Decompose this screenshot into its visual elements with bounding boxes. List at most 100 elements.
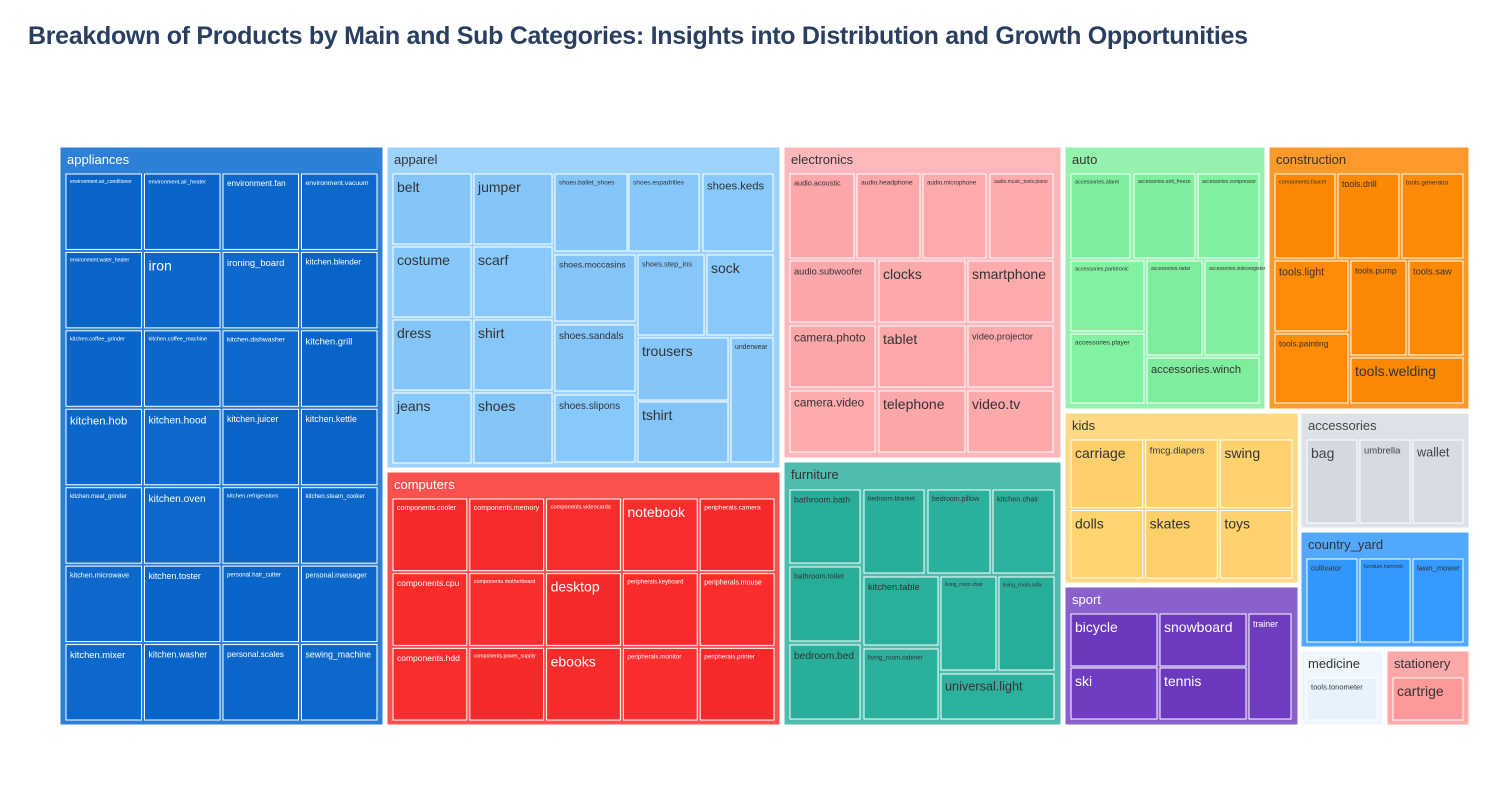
subcategory-tile[interactable]: accessories.parktronic [1070,260,1145,332]
subcategory-tile[interactable]: shoes.keds [702,173,774,252]
subcategory-rect[interactable] [637,401,729,463]
subcategory-tile[interactable]: ski [1070,667,1158,720]
subcategory-rect[interactable] [1359,439,1411,524]
subcategory-rect[interactable] [1070,613,1158,667]
subcategory-rect[interactable] [789,173,855,259]
subcategory-tile[interactable]: environment.air_conditioner [65,173,142,250]
subcategory-rect[interactable] [998,576,1055,671]
subcategory-tile[interactable]: components.memory [469,498,545,572]
category-furniture[interactable]: furniture bathroom.bath bedroom.blanket bed… [783,461,1062,726]
subcategory-tile[interactable]: umbrella [1359,439,1411,524]
subcategory-rect[interactable] [1337,173,1400,259]
subcategory-rect[interactable] [222,330,299,407]
subcategory-rect[interactable] [65,173,142,250]
subcategory-rect[interactable] [1248,613,1292,720]
subcategory-tile[interactable]: camera.photo [789,325,876,388]
subcategory-tile[interactable]: environment.vacuum [301,173,378,250]
subcategory-rect[interactable] [967,260,1054,323]
subcategory-tile[interactable]: accessories.videoregister [1204,260,1266,356]
subcategory-rect[interactable] [622,647,698,721]
subcategory-tile[interactable]: shoes.espadrilles [628,173,700,252]
subcategory-tile[interactable]: cultivator [1306,558,1358,643]
subcategory-tile[interactable]: accessories.winch [1146,357,1260,404]
subcategory-tile[interactable]: jumper [473,173,553,245]
subcategory-tile[interactable]: tennis [1159,667,1247,720]
subcategory-tile[interactable]: iron [144,251,221,329]
subcategory-rect[interactable] [144,408,221,486]
subcategory-tile[interactable]: tools.drill [1337,173,1400,259]
subcategory-tile[interactable]: components.faucet [1274,173,1336,259]
subcategory-rect[interactable] [546,498,621,572]
subcategory-tile[interactable]: kitchen.refrigerators [222,487,299,564]
subcategory-tile[interactable]: ironing_board [222,251,299,329]
subcategory-rect[interactable] [554,324,636,392]
category-electronics[interactable]: electronics audio.acoustic audio.headphone… [783,146,1062,459]
subcategory-rect[interactable] [922,173,987,259]
subcategory-rect[interactable] [940,576,997,671]
subcategory-tile[interactable]: audio.subwoofer [789,260,876,323]
subcategory-tile[interactable]: swing [1219,439,1293,508]
subcategory-rect[interactable] [992,489,1055,574]
subcategory-rect[interactable] [789,390,876,453]
subcategory-rect[interactable] [1306,558,1358,643]
subcategory-rect[interactable] [1359,558,1411,643]
subcategory-rect[interactable] [1070,333,1145,404]
subcategory-rect[interactable] [1204,260,1260,356]
subcategory-tile[interactable]: environment.fan [222,173,299,250]
category-accessories[interactable]: accessories bag umbrella wallet [1300,412,1470,529]
subcategory-tile[interactable]: components.hdd [392,647,468,721]
subcategory-rect[interactable] [1219,439,1293,508]
subcategory-rect[interactable] [301,487,378,564]
subcategory-tile[interactable]: kitchen.coffee_machine [144,330,221,407]
subcategory-rect[interactable] [392,392,472,464]
subcategory-rect[interactable] [940,673,1055,720]
subcategory-tile[interactable]: kitchen.grill [301,330,378,407]
subcategory-tile[interactable]: bedroom.pillow [927,489,991,574]
subcategory-tile[interactable]: skates [1145,510,1218,579]
subcategory-tile[interactable]: smartphone [967,260,1054,323]
subcategory-tile[interactable]: living_room.chair [940,576,997,671]
subcategory-tile[interactable]: tools.pump [1350,260,1407,356]
subcategory-rect[interactable] [392,246,472,318]
subcategory-tile[interactable]: personal.hair_cutter [222,565,299,643]
subcategory-tile[interactable]: peripherals.monitor [622,647,698,721]
subcategory-rect[interactable] [789,325,876,388]
subcategory-rect[interactable] [1070,173,1131,259]
subcategory-tile[interactable]: kitchen.dishwasher [222,330,299,407]
subcategory-tile[interactable]: accessories.compressor [1197,173,1260,259]
subcategory-tile[interactable]: video.tv [967,390,1054,453]
subcategory-rect[interactable] [1274,173,1336,259]
subcategory-rect[interactable] [392,498,468,572]
subcategory-tile[interactable]: kitchen.hood [144,408,221,486]
subcategory-rect[interactable] [222,565,299,643]
category-country-yard[interactable]: country_yard cultivator furniture.hammok la… [1300,531,1470,648]
category-computers[interactable]: computers components.cooler components.mem… [386,471,781,726]
subcategory-rect[interactable] [1408,260,1464,356]
subcategory-tile[interactable]: audio.music_tools.piano [989,173,1054,259]
subcategory-tile[interactable]: wallet [1412,439,1464,524]
subcategory-rect[interactable] [706,254,774,336]
subcategory-tile[interactable]: shoes.sandals [554,324,636,392]
subcategory-tile[interactable]: components.cooler [392,498,468,572]
subcategory-tile[interactable]: kitchen.washer [144,644,221,721]
subcategory-rect[interactable] [301,251,378,329]
subcategory-rect[interactable] [546,573,621,646]
subcategory-rect[interactable] [392,573,468,646]
subcategory-tile[interactable]: tools.generator [1401,173,1464,259]
subcategory-tile[interactable]: jeans [392,392,472,464]
subcategory-tile[interactable]: kitchen.microwave [65,565,142,643]
subcategory-tile[interactable]: shoes.slipons [554,394,636,463]
subcategory-tile[interactable]: tshirt [637,401,729,463]
subcategory-rect[interactable] [699,498,775,572]
subcategory-rect[interactable] [301,408,378,486]
subcategory-rect[interactable] [789,644,861,720]
subcategory-tile[interactable]: trousers [637,337,729,401]
subcategory-rect[interactable] [1133,173,1196,259]
subcategory-tile[interactable]: bedroom.bed [789,644,861,720]
subcategory-tile[interactable]: components.videocards [546,498,621,572]
subcategory-rect[interactable] [473,173,553,245]
subcategory-tile[interactable]: peripherals.camera [699,498,775,572]
subcategory-tile[interactable]: components.cpu [392,573,468,646]
subcategory-rect[interactable] [546,647,621,721]
subcategory-tile[interactable]: video.projector [967,325,1054,388]
